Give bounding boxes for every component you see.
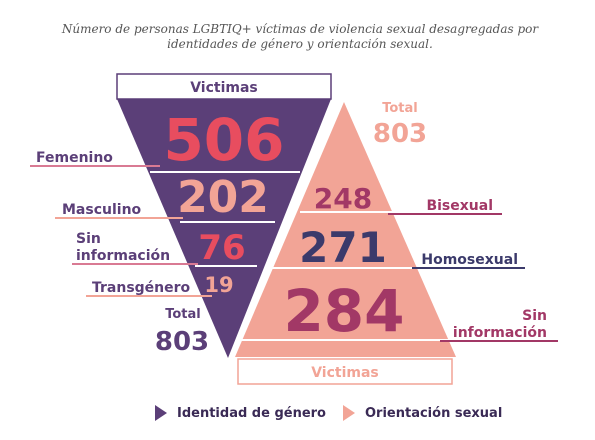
- legend-label-orientation: Orientación sexual: [365, 405, 503, 421]
- gender-total-value: 803: [155, 327, 209, 357]
- chart-subtitle: Número de personas LGBTIQ+ víctimas de v…: [61, 22, 539, 51]
- orientation-pyramid-triangle: [235, 102, 456, 357]
- gender-label-femenino: Femenino: [36, 150, 113, 166]
- gender-value-transgenero: 19: [204, 273, 233, 297]
- gender-total-label: Total: [165, 307, 201, 322]
- orientation-label-sin-informacion: Sin información: [453, 308, 547, 341]
- gender-value-sin-informacion: 76: [198, 228, 245, 268]
- orientation-value-sin-informacion: 284: [283, 277, 404, 345]
- gender-value-masculino: 202: [177, 172, 269, 223]
- gender-header-label: Victimas: [190, 80, 258, 96]
- band-separators: [150, 171, 449, 341]
- gender-funnel-triangle: [117, 99, 331, 358]
- orientation-label-sin-informacion-line2: información: [453, 325, 547, 341]
- gender-header-box: [116, 73, 332, 100]
- orientation-total-label: Total: [382, 101, 418, 116]
- orientation-footer-label: Victimas: [311, 365, 379, 381]
- orientation-label-sin-informacion-line1: Sin: [522, 308, 547, 324]
- gender-label-masculino: Masculino: [62, 202, 142, 218]
- gender-label-transgenero: Transgénero: [92, 280, 191, 296]
- legend-triangle-icon-purple: [155, 405, 167, 421]
- orientation-value-homosexual: 271: [299, 223, 387, 272]
- orientation-footer-box: [237, 358, 453, 385]
- legend-item-gender: Identidad de género: [155, 405, 326, 421]
- gender-value-femenino: 506: [163, 106, 284, 174]
- orientation-total-value: 803: [373, 119, 427, 149]
- gender-label-sin-informacion-line1: Sin: [76, 231, 101, 247]
- legend: Identidad de género Orientación sexual: [0, 405, 595, 429]
- orientation-label-homosexual: Homosexual: [421, 252, 518, 268]
- orientation-label-bisexual: Bisexual: [426, 198, 493, 214]
- chart-canvas: Victimas Victimas 506 202 76 19 248 271 …: [30, 73, 558, 385]
- orientation-value-bisexual: 248: [314, 182, 372, 215]
- legend-item-orientation: Orientación sexual: [343, 405, 502, 421]
- legend-label-gender: Identidad de género: [177, 405, 326, 421]
- legend-triangle-icon-salmon: [343, 405, 355, 421]
- gender-label-sin-informacion: Sin información: [76, 231, 170, 264]
- gender-label-sin-informacion-line2: información: [76, 248, 170, 264]
